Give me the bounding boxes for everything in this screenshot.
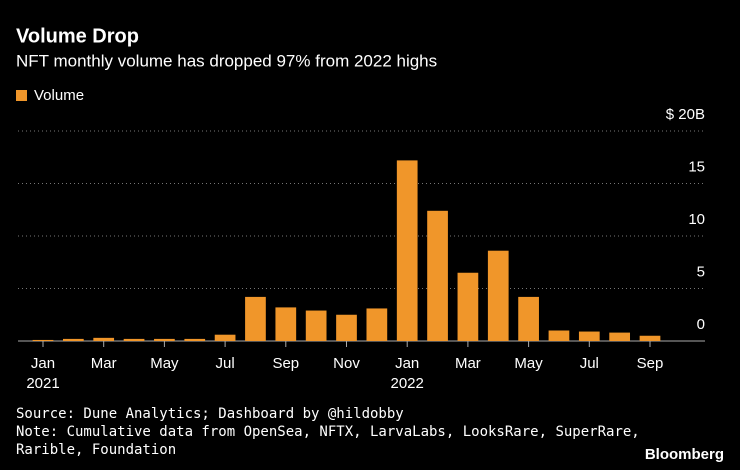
bar bbox=[518, 296, 539, 341]
y-tick-label: $ 20B bbox=[666, 106, 705, 123]
bar bbox=[457, 272, 479, 341]
bar bbox=[123, 338, 145, 341]
x-tick-label: Mar bbox=[91, 355, 117, 372]
bar bbox=[336, 314, 357, 341]
bar bbox=[305, 310, 327, 341]
x-tick-label: Nov bbox=[333, 355, 360, 372]
bar bbox=[214, 334, 236, 341]
bar bbox=[366, 308, 388, 341]
x-year-label: 2022 bbox=[391, 375, 424, 392]
brand-logo: Bloomberg bbox=[645, 446, 724, 463]
bar bbox=[396, 160, 418, 341]
x-tick-label: Jul bbox=[580, 355, 599, 372]
bar bbox=[93, 337, 115, 341]
note: Rarible, Foundation bbox=[16, 442, 176, 458]
x-tick-label: Sep bbox=[637, 355, 664, 372]
x-tick-label: Jan bbox=[395, 355, 419, 372]
x-tick-label: May bbox=[514, 355, 543, 372]
y-tick-label: 5 bbox=[697, 263, 705, 280]
note: Note: Cumulative data from OpenSea, NFTX… bbox=[16, 424, 640, 440]
y-tick-label: 15 bbox=[688, 158, 705, 175]
bar bbox=[427, 210, 448, 341]
bar bbox=[578, 331, 600, 341]
legend-swatch bbox=[16, 90, 27, 101]
x-tick-label: Jul bbox=[216, 355, 235, 372]
bar bbox=[548, 330, 570, 341]
x-tick-label: May bbox=[150, 355, 179, 372]
bar bbox=[275, 307, 297, 341]
legend-label: Volume bbox=[34, 87, 84, 104]
bar bbox=[184, 338, 206, 341]
bar bbox=[487, 250, 509, 341]
y-tick-label: 10 bbox=[688, 211, 705, 228]
bar bbox=[639, 335, 661, 341]
chart-subtitle: NFT monthly volume has dropped 97% from … bbox=[16, 51, 437, 70]
x-year-label: 2021 bbox=[26, 375, 59, 392]
x-tick-label: Jan bbox=[31, 355, 55, 372]
bar bbox=[245, 296, 266, 341]
y-tick-label: 0 bbox=[697, 316, 705, 333]
x-tick-label: Sep bbox=[272, 355, 299, 372]
x-tick-label: Mar bbox=[455, 355, 481, 372]
source: Source: Dune Analytics; Dashboard by @hi… bbox=[16, 406, 404, 422]
chart-title: Volume Drop bbox=[16, 25, 139, 47]
bar bbox=[609, 332, 631, 341]
bar bbox=[32, 339, 54, 341]
bar bbox=[62, 338, 84, 341]
bar bbox=[154, 338, 175, 341]
